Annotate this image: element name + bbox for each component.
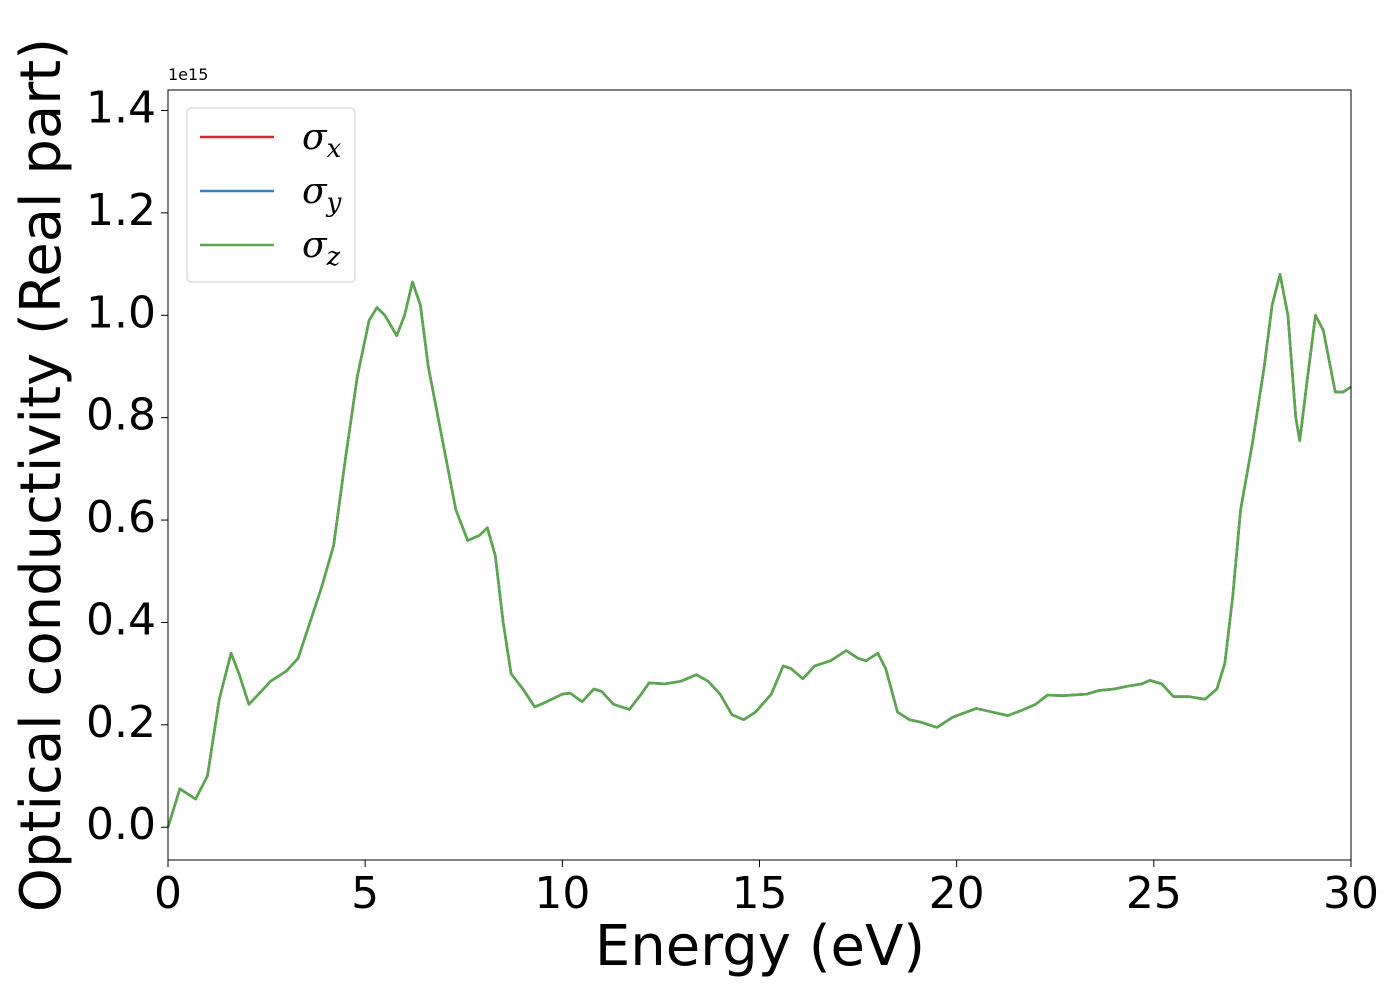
- y-tick-label: 0.8: [86, 390, 156, 441]
- y-tick-label: 0.0: [86, 799, 156, 850]
- x-tick-label: 20: [929, 868, 985, 919]
- y-tick-label: 0.2: [86, 697, 156, 748]
- y-tick-label: 1.0: [86, 287, 156, 338]
- y-offset-text: 1e15: [168, 65, 208, 84]
- y-axis-label: Optical conductivity (Real part): [9, 38, 74, 912]
- x-tick-label: 5: [351, 868, 379, 919]
- x-tick-label: 25: [1126, 868, 1182, 919]
- legend-box: [186, 107, 356, 283]
- y-tick-label: 1.4: [86, 82, 156, 133]
- plot-area: [168, 90, 1351, 860]
- y-tick-label: 1.2: [86, 185, 156, 236]
- axes-frame: [167, 89, 1352, 861]
- y-tick-label: 0.4: [86, 594, 156, 645]
- x-tick-label: 0: [154, 868, 182, 919]
- x-tick-label: 30: [1323, 868, 1379, 919]
- x-tick-label: 10: [534, 868, 590, 919]
- x-axis-label: Energy (eV): [595, 914, 925, 979]
- data-line: [166, 273, 1352, 828]
- x-tick-label: 15: [732, 868, 788, 919]
- y-tick-label: 0.6: [86, 492, 156, 543]
- legend-label: σy: [302, 171, 342, 218]
